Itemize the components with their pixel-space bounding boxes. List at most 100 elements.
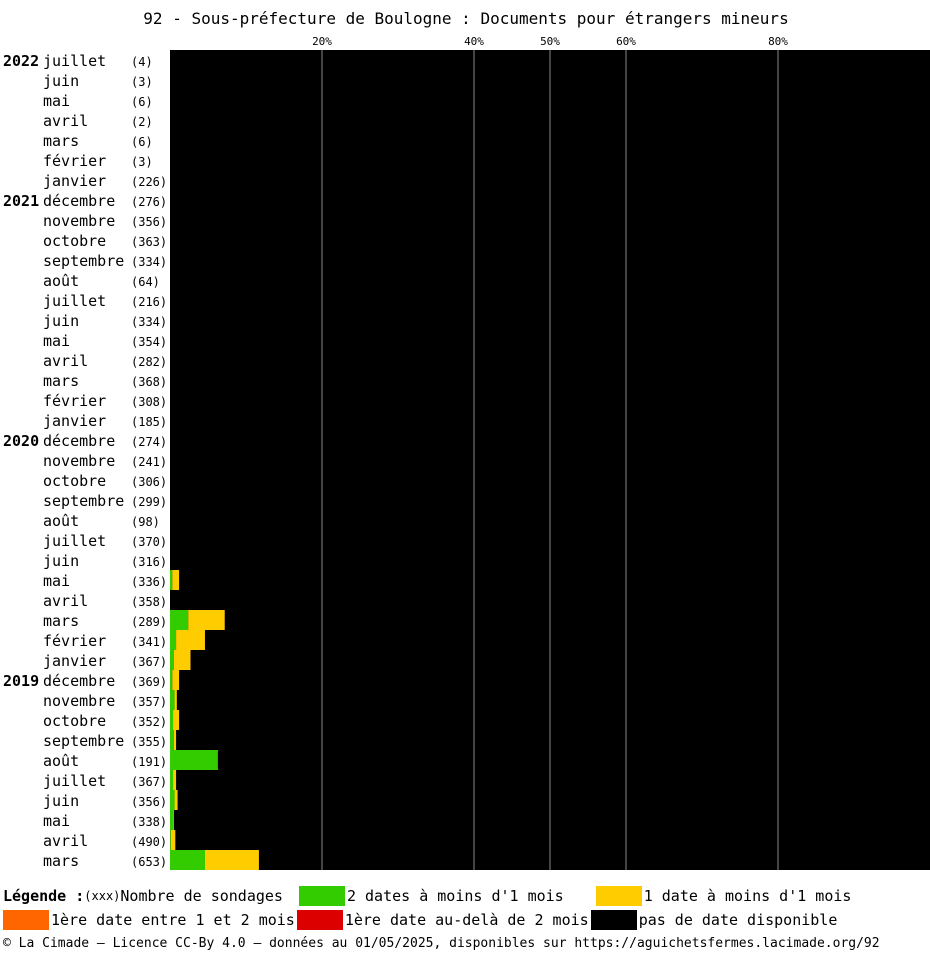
count-label: (356) [131, 795, 167, 809]
legend-label-yellow: 1 date à moins d'1 mois [643, 887, 852, 905]
month-label: juillet [43, 532, 106, 550]
month-label: juin [43, 552, 79, 570]
x-tick-label: 60% [616, 35, 636, 48]
count-label: (352) [131, 715, 167, 729]
bar-segment [174, 690, 177, 710]
count-label: (355) [131, 735, 167, 749]
x-tick-label: 80% [768, 35, 788, 48]
month-label: mars [43, 852, 79, 870]
count-label: (216) [131, 295, 167, 309]
month-label: novembre [43, 212, 115, 230]
month-label: décembre [43, 672, 115, 690]
bar-segment [170, 850, 205, 870]
bar-segment [170, 610, 189, 630]
bar-segment [173, 770, 177, 790]
legend-label-black: pas de date disponible [638, 911, 838, 929]
chart: 92 - Sous-préfecture de Boulogne : Docum… [3, 9, 930, 870]
month-label: avril [43, 352, 88, 370]
month-label: juin [43, 792, 79, 810]
month-label: décembre [43, 432, 115, 450]
month-label: novembre [43, 452, 115, 470]
count-label: (289) [131, 615, 167, 629]
bar-segment [176, 630, 205, 650]
x-tick-label: 20% [312, 35, 332, 48]
legend-title: Légende : [3, 887, 85, 905]
count-label: (370) [131, 535, 167, 549]
year-label: 2022 [3, 52, 39, 70]
bar-segment [174, 790, 178, 810]
count-label: (299) [131, 495, 167, 509]
bar-segment [173, 730, 177, 750]
month-label: avril [43, 832, 88, 850]
legend-swatch-orange [3, 910, 49, 930]
year-label: 2021 [3, 192, 39, 210]
bar-segment [170, 570, 173, 590]
month-label: mai [43, 572, 70, 590]
legend-count-label: Nombre de sondages [120, 887, 283, 905]
month-label: juillet [43, 772, 106, 790]
bars [170, 570, 259, 870]
month-label: mars [43, 612, 79, 630]
count-label: (356) [131, 215, 167, 229]
bar-segment [170, 670, 173, 690]
row-labels: 2022 juillet (4)juin (3)mai (6)avril (2)mars(… [3, 52, 167, 870]
month-label: septembre [43, 732, 124, 750]
count-label: (653) [131, 855, 167, 869]
count-label: (3) [131, 155, 153, 169]
footer-credit: © La Cimade — Licence CC-By 4.0 — donnée… [3, 936, 880, 951]
bar-segment [173, 710, 180, 730]
count-label: (98) [131, 515, 160, 529]
month-label: mai [43, 332, 70, 350]
month-label: octobre [43, 712, 106, 730]
legend-swatch-red [296, 910, 343, 930]
month-label: août [43, 752, 79, 770]
month-label: janvier [43, 412, 106, 430]
month-label: juin [43, 312, 79, 330]
year-label: 2019 [3, 672, 39, 690]
month-label: février [43, 632, 106, 650]
legend-row-1: Légende : (xxx) Nombre de sondages 2 dat… [0, 885, 851, 907]
month-label: décembre [43, 192, 115, 210]
count-label: (226) [131, 175, 167, 189]
count-label: (358) [131, 595, 167, 609]
count-label: (336) [131, 575, 167, 589]
bar-segment [188, 610, 225, 630]
count-label: (368) [131, 375, 167, 389]
legend-swatch-green [298, 886, 345, 906]
bar-segment [170, 730, 174, 750]
count-label: (354) [131, 335, 167, 349]
legend-label-green: 2 dates à moins d'1 mois [346, 887, 564, 905]
count-label: (308) [131, 395, 167, 409]
count-label: (6) [131, 135, 153, 149]
legend-label-orange: 1ère date entre 1 et 2 mois [51, 911, 295, 929]
count-label: (6) [131, 95, 153, 109]
count-label: (185) [131, 415, 167, 429]
count-label: (334) [131, 315, 167, 329]
legend-swatch-yellow [595, 886, 642, 906]
month-label: septembre [43, 252, 124, 270]
bar-segment [173, 650, 191, 670]
bar-segment [170, 810, 174, 830]
count-label: (338) [131, 815, 167, 829]
bar-segment [170, 750, 218, 770]
count-label: (341) [131, 635, 167, 649]
month-label: mars [43, 132, 79, 150]
count-label: (316) [131, 555, 167, 569]
x-tick-label: 40% [464, 35, 484, 48]
count-label: (64) [131, 275, 160, 289]
count-label: (276) [131, 195, 167, 209]
count-label: (191) [131, 755, 167, 769]
month-label: avril [43, 112, 88, 130]
count-label: (241) [131, 455, 167, 469]
month-label: janvier [43, 172, 106, 190]
count-label: (367) [131, 655, 167, 669]
month-label: février [43, 152, 106, 170]
legend-row-2: 1ère date entre 1 et 2 mois 1ère date au… [0, 909, 837, 931]
count-label: (306) [131, 475, 167, 489]
count-label: (334) [131, 255, 167, 269]
month-label: octobre [43, 472, 106, 490]
month-label: octobre [43, 232, 106, 250]
month-label: novembre [43, 692, 115, 710]
month-label: janvier [43, 652, 106, 670]
month-label: avril [43, 592, 88, 610]
